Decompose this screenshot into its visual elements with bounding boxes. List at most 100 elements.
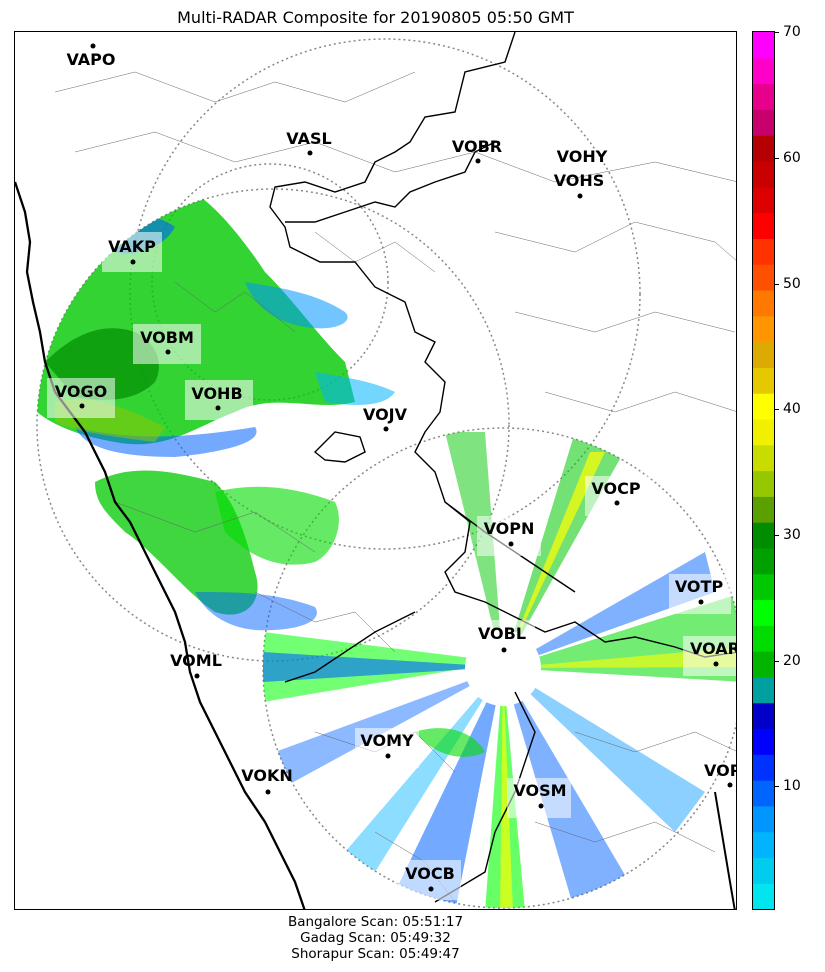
colorbar-tick: 50 bbox=[775, 277, 801, 291]
station-label-vocb: VOCB bbox=[405, 864, 455, 883]
station-dot bbox=[501, 647, 507, 653]
colorbar-band bbox=[753, 109, 774, 136]
station-dot bbox=[614, 500, 620, 506]
station-label-vohy: VOHY bbox=[557, 147, 608, 166]
station-label-vosm: VOSM bbox=[513, 781, 566, 800]
station-label-vasl: VASL bbox=[286, 129, 331, 148]
station-dot bbox=[385, 753, 391, 759]
station-label-vopc: VOPC bbox=[704, 761, 737, 780]
colorbar-tick: 30 bbox=[775, 528, 801, 542]
label-highlight bbox=[669, 574, 731, 614]
label-highlight bbox=[471, 620, 535, 660]
colorbar-band bbox=[753, 444, 774, 472]
colorbar-band bbox=[753, 547, 774, 575]
colorbar-band bbox=[753, 393, 774, 420]
station-label-vohs: VOHS bbox=[554, 171, 605, 190]
station-dot bbox=[713, 661, 719, 667]
station-label-vapo: VAPO bbox=[66, 50, 115, 69]
colorbar-band bbox=[753, 57, 774, 85]
colorbar-band bbox=[753, 676, 774, 704]
colorbar-band bbox=[753, 32, 774, 59]
colorbar-ticks: 10 20 30 40 50 60 70 bbox=[775, 25, 825, 910]
station-vakp: VAKP bbox=[102, 232, 162, 272]
station-vopn: VOPN bbox=[477, 516, 541, 556]
station-dot bbox=[508, 541, 514, 547]
chart-title: Multi-RADAR Composite for 20190805 05:50… bbox=[177, 8, 574, 27]
colorbar-band bbox=[753, 651, 774, 678]
label-highlight bbox=[585, 476, 649, 516]
station-vomy: VOMY bbox=[355, 728, 419, 768]
colorbar-gradient bbox=[753, 32, 774, 909]
station-vopc: VOPC bbox=[704, 761, 737, 788]
station-vasl: VASL bbox=[286, 129, 332, 156]
label-highlight bbox=[185, 380, 253, 420]
station-vocp: VOCP bbox=[585, 476, 649, 516]
station-vohb: VOHB bbox=[185, 380, 253, 420]
colorbar bbox=[752, 31, 775, 910]
colorbar-band bbox=[753, 83, 774, 110]
colorbar-band bbox=[753, 315, 774, 343]
station-vobl: VOBL bbox=[471, 620, 535, 660]
colorbar-band bbox=[753, 367, 774, 394]
colorbar-band bbox=[753, 573, 774, 601]
colorbar-band bbox=[753, 470, 774, 497]
station-dot bbox=[165, 349, 171, 355]
station-vocb: VOCB bbox=[397, 860, 461, 900]
label-highlight bbox=[397, 860, 461, 900]
station-voml: VOML bbox=[170, 651, 222, 679]
station-vogo: VOGO bbox=[47, 378, 115, 418]
colorbar-tick: 60 bbox=[775, 151, 801, 165]
station-dot bbox=[215, 405, 221, 411]
station-label-voar: VOAR bbox=[690, 639, 737, 658]
colorbar-band bbox=[753, 238, 774, 265]
station-label-voml: VOML bbox=[170, 651, 222, 670]
station-voar: VOAR bbox=[683, 636, 737, 676]
station-dot bbox=[577, 193, 583, 199]
station-dot bbox=[194, 673, 200, 679]
colorbar-band bbox=[753, 186, 774, 214]
station-label-vomy: VOMY bbox=[360, 731, 414, 750]
label-highlight bbox=[507, 778, 571, 818]
label-highlight bbox=[133, 324, 201, 364]
colorbar-band bbox=[753, 805, 774, 833]
colorbar-band bbox=[753, 160, 774, 188]
station-label-vocp: VOCP bbox=[591, 479, 640, 498]
station-vobr: VOBR bbox=[452, 137, 502, 164]
station-dot bbox=[79, 403, 85, 409]
station-dot bbox=[383, 426, 389, 432]
colorbar-tick: 70 bbox=[775, 25, 801, 39]
station-label-vopn: VOPN bbox=[484, 519, 535, 538]
station-dot bbox=[727, 782, 733, 788]
station-label-vohb: VOHB bbox=[191, 384, 242, 403]
label-highlight bbox=[355, 728, 419, 768]
station-dot bbox=[130, 259, 136, 265]
colorbar-band bbox=[753, 289, 774, 317]
station-vohy: VOHY bbox=[557, 147, 608, 166]
station-label-vogo: VOGO bbox=[55, 382, 107, 401]
station-label-vakp: VAKP bbox=[108, 237, 156, 256]
colorbar-band bbox=[753, 780, 774, 807]
station-dot bbox=[538, 803, 544, 809]
colorbar-band bbox=[753, 831, 774, 859]
colorbar-tick: 20 bbox=[775, 654, 801, 668]
station-dot bbox=[307, 150, 313, 156]
station-label-vokn: VOKN bbox=[241, 766, 293, 785]
label-highlight bbox=[477, 516, 541, 556]
scan-times: Bangalore Scan: 05:51:17 Gadag Scan: 05:… bbox=[14, 914, 737, 962]
colorbar-tick: 10 bbox=[775, 779, 801, 793]
station-vojv: VOJV bbox=[363, 405, 408, 432]
label-highlight bbox=[102, 232, 162, 272]
colorbar-band bbox=[753, 857, 774, 884]
station-vapo: VAPO bbox=[66, 43, 116, 69]
colorbar-tick: 40 bbox=[775, 402, 801, 416]
station-dot bbox=[90, 43, 96, 49]
colorbar-band bbox=[753, 341, 774, 368]
colorbar-band bbox=[753, 135, 774, 162]
scan-time-shorapur: Shorapur Scan: 05:49:47 bbox=[291, 946, 460, 962]
station-label-vobl: VOBL bbox=[478, 624, 526, 643]
radar-map: VAPO VASL VOBR VOHY VOHS VAKP bbox=[14, 31, 737, 910]
colorbar-band bbox=[753, 728, 774, 755]
radar-map-canvas: VAPO VASL VOBR VOHY VOHS VAKP bbox=[15, 32, 737, 909]
station-dot bbox=[698, 599, 704, 605]
station-vobm: VOBM bbox=[133, 324, 201, 364]
